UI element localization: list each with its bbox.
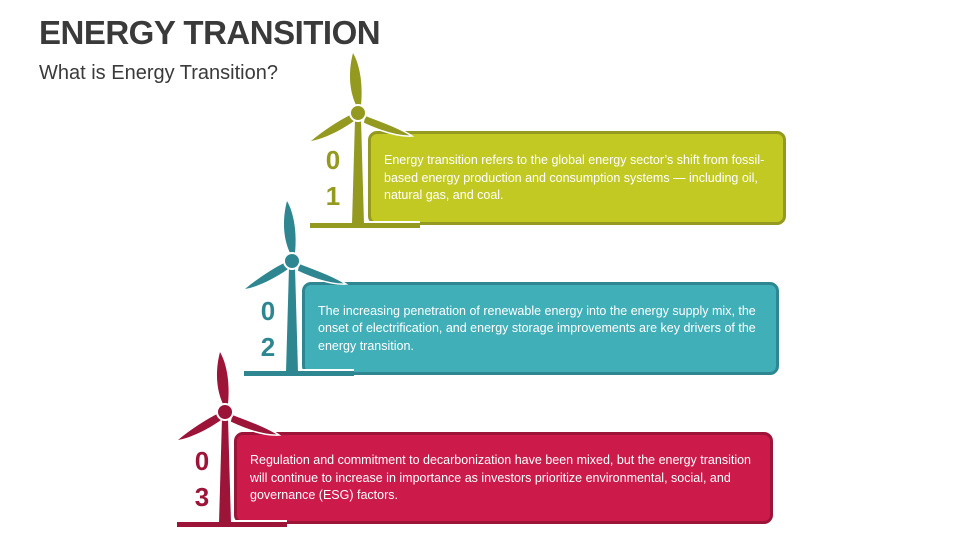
item-02-number-tens: 0: [260, 296, 276, 326]
item-01-box: Energy transition refers to the global e…: [368, 131, 786, 225]
item-03-text: Regulation and commitment to decarboniza…: [250, 452, 751, 502]
page-subtitle: What is Energy Transition?: [39, 62, 278, 84]
item-02-text: The increasing penetration of renewable …: [318, 303, 756, 353]
item-01-number-tens: 0: [325, 145, 341, 175]
item-01-text: Energy transition refers to the global e…: [384, 152, 765, 202]
wind-turbine-icon: [242, 201, 354, 376]
wind-turbine-icon: [308, 53, 420, 228]
item-02-box: The increasing penetration of renewable …: [302, 282, 779, 375]
item-03-number-ones: 3: [194, 482, 210, 512]
item-01-number-ones: 1: [325, 181, 341, 211]
item-03-number-tens: 0: [194, 446, 210, 476]
item-02-number-ones: 2: [260, 332, 276, 362]
page-title: ENERGY TRANSITION: [39, 14, 381, 51]
wind-turbine-icon: [175, 352, 287, 527]
item-03-box: Regulation and commitment to decarboniza…: [234, 432, 773, 524]
